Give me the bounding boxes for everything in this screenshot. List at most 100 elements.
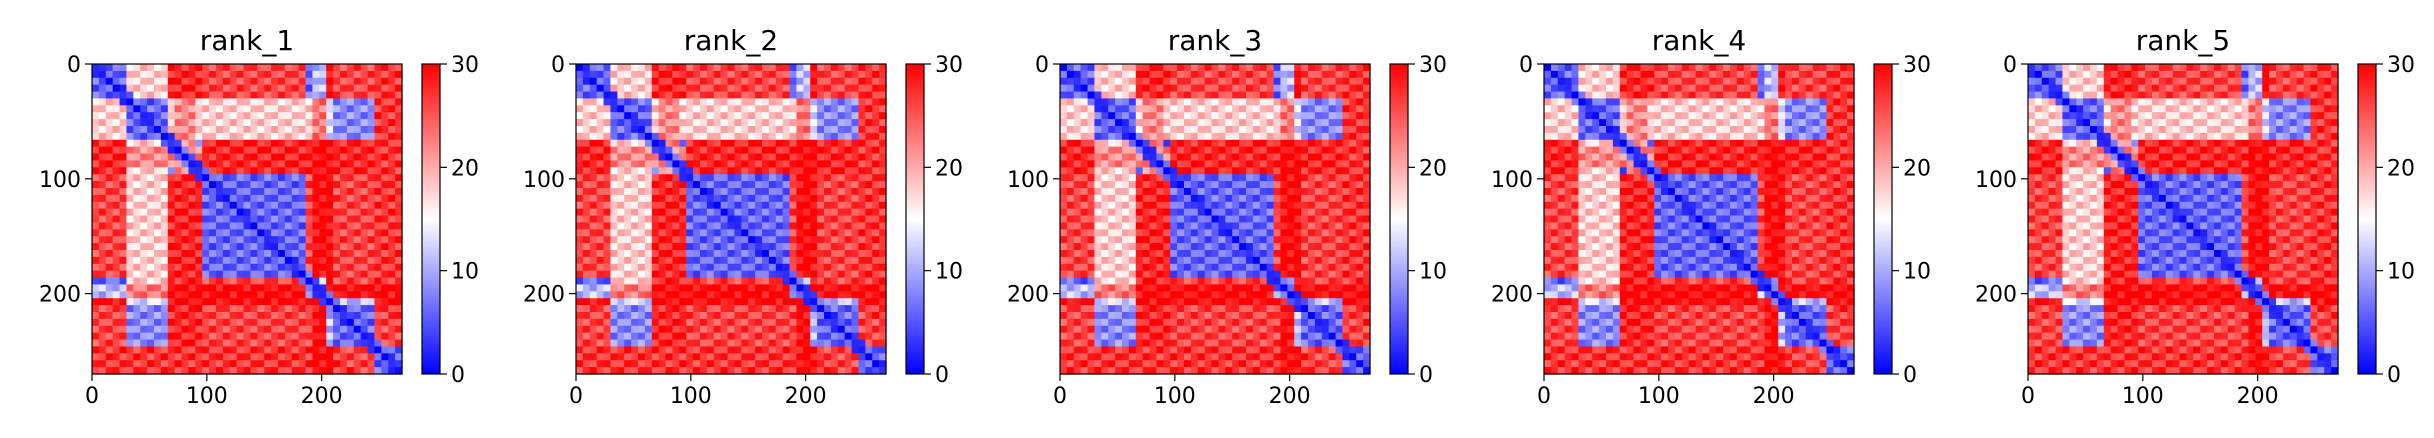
- heatmap-cell: [837, 188, 846, 196]
- heatmap-cell: [789, 277, 798, 286]
- heatmap-cell: [796, 277, 804, 286]
- heatmap-cell: [1232, 139, 1240, 148]
- heatmap-cell: [631, 119, 639, 127]
- heatmap-cell: [174, 139, 183, 148]
- heatmap-cell: [1184, 132, 1192, 141]
- heatmap-cell: [837, 305, 846, 313]
- heatmap-cell: [617, 312, 625, 320]
- heatmap-cell: [133, 139, 141, 148]
- heatmap-cell: [333, 174, 341, 182]
- heatmap-cell: [1080, 194, 1089, 203]
- heatmap-cell: [782, 312, 791, 320]
- heatmap-cell: [658, 312, 667, 320]
- heatmap-cell: [305, 360, 314, 368]
- heatmap-cell: [222, 126, 231, 134]
- heatmap-cell: [789, 263, 798, 272]
- heatmap-cell: [160, 70, 169, 79]
- heatmap-cell: [665, 84, 674, 93]
- heatmap-cell: [1128, 64, 1137, 72]
- heatmap-cell: [686, 91, 694, 100]
- heatmap-cell: [154, 208, 162, 217]
- heatmap-cell: [333, 160, 341, 168]
- heatmap-cell: [693, 174, 701, 182]
- heatmap-cell: [119, 229, 128, 237]
- heatmap-cell: [112, 312, 121, 320]
- heatmap-cell: [236, 243, 245, 251]
- heatmap-cell: [865, 112, 873, 120]
- heatmap-cell: [1239, 119, 1247, 127]
- heatmap-cell: [693, 105, 701, 113]
- heatmap-cell: [727, 339, 736, 348]
- heatmap-cell: [644, 277, 653, 286]
- heatmap-cell: [1363, 126, 1371, 134]
- heatmap-cell: [243, 250, 252, 258]
- heatmap-cell: [810, 367, 818, 375]
- heatmap-cell: [257, 325, 265, 334]
- heatmap-cell: [638, 126, 646, 134]
- heatmap-cell: [872, 91, 880, 100]
- heatmap-cell: [755, 91, 763, 100]
- heatmap-cell: [1342, 112, 1350, 120]
- heatmap-cell: [98, 277, 107, 286]
- heatmap-cell: [188, 132, 196, 141]
- heatmap-cell: [789, 112, 798, 120]
- heatmap-cell: [1294, 146, 1302, 155]
- heatmap-cell: [631, 291, 639, 299]
- heatmap-cell: [1211, 70, 1220, 79]
- heatmap-cell: [367, 119, 376, 127]
- heatmap-cell: [284, 346, 293, 354]
- heatmap-cell: [346, 256, 355, 265]
- heatmap-cell: [748, 284, 756, 292]
- heatmap-cell: [305, 139, 314, 148]
- heatmap-cell: [312, 270, 320, 279]
- heatmap-cell: [755, 256, 763, 265]
- colorbar-tick-label: 20: [935, 156, 963, 181]
- heatmap-cell: [1197, 77, 1206, 86]
- heatmap-cell: [879, 270, 887, 279]
- heatmap-cell: [1170, 132, 1178, 141]
- heatmap-cell: [1294, 70, 1302, 79]
- heatmap-cell: [188, 91, 196, 100]
- heatmap-cell: [651, 215, 660, 224]
- heatmap-cell: [844, 222, 853, 230]
- heatmap-cell: [133, 70, 141, 79]
- heatmap-cell: [1177, 132, 1185, 141]
- heatmap-cell: [631, 201, 639, 210]
- heatmap-cell: [154, 291, 162, 299]
- heatmap-cell: [844, 132, 853, 141]
- heatmap-cell: [576, 188, 584, 196]
- heatmap-cell: [1177, 188, 1185, 196]
- heatmap-cell: [858, 243, 866, 251]
- heatmap-cell: [105, 222, 114, 230]
- heatmap-cell: [679, 139, 687, 148]
- heatmap-cell: [278, 112, 286, 120]
- heatmap-cell: [388, 181, 396, 189]
- heatmap-cell: [1252, 126, 1261, 134]
- heatmap-cell: [236, 188, 245, 196]
- heatmap-cell: [824, 132, 832, 141]
- heatmap-cell: [762, 270, 770, 279]
- heatmap-cell: [326, 291, 334, 299]
- heatmap-cell: [278, 208, 286, 217]
- heatmap-cell: [360, 277, 369, 286]
- heatmap-cell: [312, 105, 320, 113]
- heatmap-cell: [1301, 112, 1309, 120]
- heatmap-cell: [810, 126, 818, 134]
- heatmap-cell: [381, 325, 389, 334]
- heatmap-cell: [278, 222, 286, 230]
- heatmap-cell: [1149, 153, 1158, 162]
- heatmap-cell: [381, 181, 389, 189]
- heatmap-cell: [105, 236, 114, 244]
- heatmap-cell: [395, 305, 403, 313]
- heatmap-cell: [706, 256, 715, 265]
- heatmap-cell: [679, 263, 687, 272]
- heatmap-cell: [1356, 64, 1364, 72]
- heatmap-cell: [119, 160, 128, 168]
- heatmap-cell: [789, 91, 798, 100]
- heatmap-cell: [651, 270, 660, 279]
- heatmap-cell: [713, 360, 722, 368]
- heatmap-cell: [748, 305, 756, 313]
- heatmap-cell: [250, 312, 258, 320]
- heatmap-cell: [312, 112, 320, 120]
- heatmap-cell: [174, 263, 183, 272]
